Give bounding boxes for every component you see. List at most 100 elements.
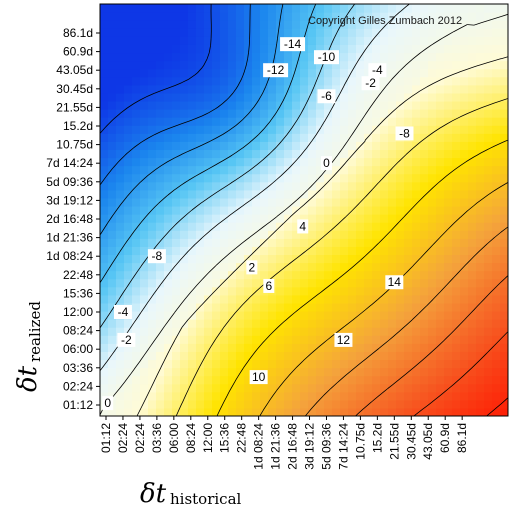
heatmap-cell [324,351,333,361]
heatmap-cell [476,270,485,280]
heatmap-cell [348,278,357,288]
heatmap-cell [460,205,469,215]
heatmap-cell [380,117,389,126]
heatmap-cell [412,149,421,159]
heatmap-cell [372,197,381,207]
heatmap-cell [132,302,141,312]
heatmap-cell [324,12,333,21]
heatmap-cell [228,327,237,336]
heatmap-cell [124,84,133,94]
heatmap-cell [372,141,381,151]
heatmap-cell [156,52,165,62]
heatmap-cell [268,351,277,361]
heatmap-cell [348,173,357,183]
heatmap-cell [356,205,365,215]
heatmap-cell [260,157,269,167]
heatmap-cell [188,238,197,247]
heatmap-cell [492,399,501,409]
heatmap-cell [356,343,365,352]
heatmap-cell [132,68,141,78]
heatmap-cell [292,133,301,142]
heatmap-cell [428,109,437,118]
heatmap-cell [124,28,133,37]
heatmap-cell [412,230,421,239]
heatmap-cell [476,238,485,247]
heatmap-cell [492,319,501,328]
heatmap-cell [108,343,117,352]
heatmap-cell [276,391,285,401]
heatmap-cell [356,302,365,312]
heatmap-cell [292,214,301,223]
heatmap-cell [372,230,381,239]
heatmap-cell [236,60,245,70]
heatmap-cell [428,52,437,62]
heatmap-cell [196,133,205,142]
heatmap-cell [372,149,381,159]
heatmap-cell [228,262,237,272]
heatmap-cell [380,367,389,377]
heatmap-cell [388,230,397,239]
heatmap-cell [372,254,381,264]
heatmap-cell [420,294,429,304]
heatmap-cell [300,76,309,86]
heatmap-cell [356,319,365,328]
heatmap-cell [140,399,149,409]
heatmap-cell [404,68,413,78]
heatmap-cell [372,270,381,280]
heatmap-cell [300,246,309,256]
heatmap-cell [244,222,253,231]
heatmap-cell [236,391,245,401]
heatmap-cell [364,407,373,416]
heatmap-cell [404,246,413,256]
heatmap-cell [452,100,461,110]
heatmap-cell [500,4,508,13]
heatmap-cell [500,197,508,207]
heatmap-cell [428,254,437,264]
heatmap-cell [148,197,157,207]
heatmap-cell [228,133,237,142]
heatmap-cell [492,327,501,336]
heatmap-cell [452,20,461,29]
heatmap-cell [420,60,429,70]
heatmap-cell [428,391,437,401]
heatmap-cell [300,286,309,296]
heatmap-cell [108,4,117,13]
heatmap-cell [244,335,253,344]
heatmap-cell [324,76,333,86]
heatmap-cell [196,278,205,288]
heatmap-cell [220,28,229,37]
heatmap-cell [236,254,245,264]
heatmap-cell [476,230,485,239]
heatmap-cell [340,189,349,199]
heatmap-cell [284,246,293,256]
heatmap-cell [348,286,357,296]
heatmap-cell [500,189,508,199]
heatmap-cell [204,343,213,352]
contour-label: 0 [102,396,114,411]
heatmap-cell [340,367,349,377]
heatmap-cell [292,246,301,256]
heatmap-cell [220,399,229,409]
heatmap-cell [148,270,157,280]
heatmap-cell [212,28,221,37]
heatmap-cell [172,100,181,110]
heatmap-cell [316,28,325,37]
heatmap-cell [140,205,149,215]
heatmap-cell [284,367,293,377]
heatmap-cell [204,149,213,159]
heatmap-cell [164,4,173,13]
heatmap-cell [228,68,237,78]
heatmap-cell [228,383,237,393]
heatmap-cell [316,117,325,126]
heatmap-cell [188,36,197,45]
heatmap-cell [476,254,485,264]
heatmap-cell [396,399,405,409]
heatmap-cell [404,28,413,37]
heatmap-cell [276,189,285,199]
heatmap-cell [140,262,149,272]
heatmap-cell [172,52,181,62]
heatmap-cell [124,125,133,134]
heatmap-cell [468,133,477,142]
heatmap-cell [484,262,493,272]
heatmap-cell [460,12,469,21]
